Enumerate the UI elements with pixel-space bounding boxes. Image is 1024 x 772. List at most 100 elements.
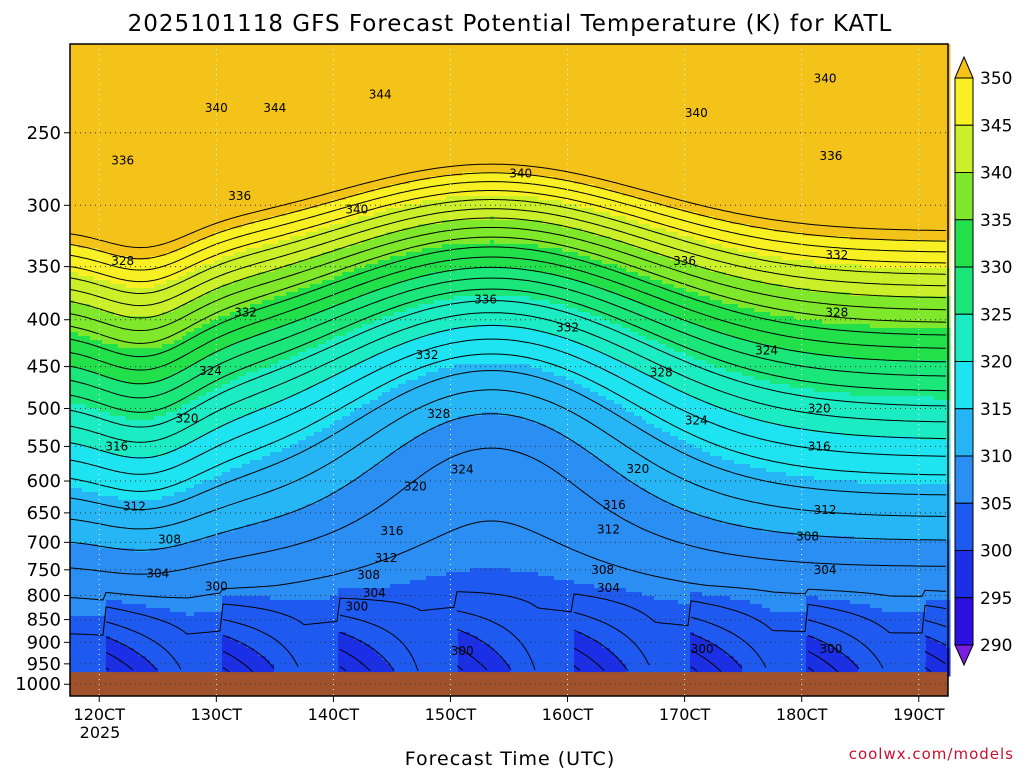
field-cell	[90, 120, 95, 125]
field-cell	[82, 324, 87, 329]
field-cell	[74, 592, 79, 597]
field-cell	[94, 312, 99, 317]
field-cell	[82, 464, 87, 469]
field-cell	[86, 424, 91, 429]
field-cell	[94, 328, 99, 333]
field-cell	[78, 184, 83, 189]
field-cell	[78, 76, 83, 81]
field-cell	[86, 56, 91, 61]
field-cell	[86, 668, 91, 673]
field-cell	[90, 160, 95, 165]
field-cell	[86, 192, 91, 197]
field-cell	[82, 532, 87, 537]
field-cell	[74, 384, 79, 389]
field-cell	[90, 240, 95, 245]
field-cell	[82, 548, 87, 553]
field-cell	[74, 92, 79, 97]
field-cell	[98, 148, 103, 153]
field-cell	[78, 252, 83, 257]
field-cell	[94, 616, 99, 621]
field-cell	[82, 572, 87, 577]
field-cell	[90, 152, 95, 157]
field-cell	[98, 100, 103, 105]
field-cell	[86, 272, 91, 277]
field-cell	[94, 572, 99, 577]
field-cell	[82, 636, 87, 641]
field-cell	[86, 452, 91, 457]
field-cell	[94, 56, 99, 61]
field-cell	[98, 212, 103, 217]
field-cell	[86, 344, 91, 349]
field-cell	[86, 220, 91, 225]
field-cell	[98, 256, 103, 261]
field-cell	[98, 164, 103, 169]
field-cell	[90, 112, 95, 117]
field-cell	[82, 56, 87, 61]
field-cell	[78, 304, 83, 309]
field-cell	[86, 284, 91, 289]
field-cell	[82, 644, 87, 649]
field-cell	[82, 260, 87, 265]
field-cell	[90, 192, 95, 197]
field-cell	[86, 108, 91, 113]
field-cell	[86, 140, 91, 145]
field-cell	[94, 140, 99, 145]
field-cell	[86, 72, 91, 77]
field-cell	[94, 648, 99, 653]
field-cell	[86, 352, 91, 357]
field-cell	[98, 64, 103, 69]
field-cell	[94, 560, 99, 565]
field-cell	[86, 288, 91, 293]
field-cell	[78, 536, 83, 541]
field-cell	[94, 652, 99, 657]
field-cell	[74, 188, 79, 193]
field-cell	[78, 188, 83, 193]
field-cell	[90, 100, 95, 105]
field-cell	[86, 560, 91, 565]
field-cell	[86, 612, 91, 617]
field-cell	[94, 144, 99, 149]
field-cell	[78, 356, 83, 361]
field-cell	[82, 176, 87, 181]
field-cell	[78, 120, 83, 125]
field-cell	[74, 220, 79, 225]
field-cell	[74, 472, 79, 477]
field-cell	[74, 388, 79, 393]
field-cell	[82, 52, 87, 57]
field-cell	[78, 552, 83, 557]
field-cell	[90, 88, 95, 93]
field-cell	[90, 664, 95, 669]
field-cell	[74, 60, 79, 65]
field-cell	[98, 96, 103, 101]
field-cell	[86, 48, 91, 53]
field-cell	[86, 300, 91, 305]
field-cell	[78, 144, 83, 149]
field-cell	[74, 612, 79, 617]
field-cell	[82, 96, 87, 101]
field-cell	[86, 216, 91, 221]
field-cell	[90, 156, 95, 161]
field-cell	[86, 336, 91, 341]
field-cell	[82, 272, 87, 277]
field-cell	[74, 316, 79, 321]
field-cell	[94, 192, 99, 197]
field-cell	[94, 516, 99, 521]
field-cell	[86, 168, 91, 173]
field-cell	[86, 52, 91, 57]
field-cell	[98, 76, 103, 81]
field-cell	[86, 472, 91, 477]
field-cell	[82, 192, 87, 197]
field-cell	[78, 668, 83, 673]
field-cell	[98, 380, 103, 385]
field-cell	[86, 308, 91, 313]
field-cell	[94, 48, 99, 53]
field-cell	[82, 664, 87, 669]
field-cell	[78, 372, 83, 377]
field-cell	[90, 92, 95, 97]
field-cell	[98, 56, 103, 61]
field-cell	[74, 360, 79, 365]
field-cell	[90, 244, 95, 249]
field-cell	[86, 204, 91, 209]
field-cell	[78, 136, 83, 141]
field-cell	[86, 504, 91, 509]
